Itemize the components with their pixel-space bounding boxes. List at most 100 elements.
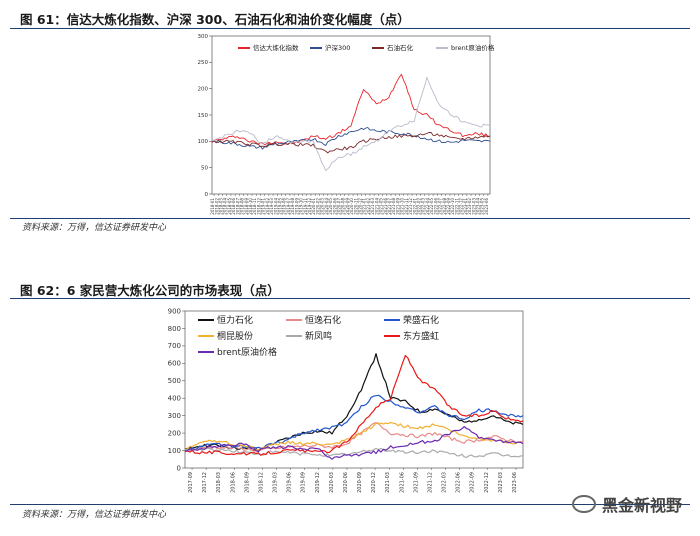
chart1-xtick-label: 2018-05 xyxy=(227,198,232,215)
chart1-ytick-label: 0 xyxy=(205,192,209,198)
figure-62-source: 资料来源：万得，信达证券研发中心 xyxy=(22,510,167,520)
chart1-xtick-label: 2018-08 xyxy=(240,198,245,215)
series-line-沪深300 xyxy=(211,127,491,150)
chart2-xtick-label: 2022-03 xyxy=(442,472,448,493)
chart2-ytick-label: 100 xyxy=(168,447,181,455)
chart2-ytick-label: 800 xyxy=(168,325,181,333)
chart1-xtick-label: 2019-07 xyxy=(286,198,291,215)
chart1-xtick-label: 2021-04 xyxy=(374,198,379,215)
chart1-xtick-label: 2022-10 xyxy=(450,198,455,215)
chart1-ytick-label: 100 xyxy=(198,139,209,145)
series-line-石油石化 xyxy=(211,131,491,154)
chart1-xtick-label: 2019-09 xyxy=(294,198,299,215)
chart1-xtick-label: 2019-04 xyxy=(273,198,278,215)
chart1-xtick-label: 2020-06 xyxy=(332,198,337,215)
chart1-xtick-label: 2023-01 xyxy=(463,198,468,215)
chart2-xtick-label: 2020-03 xyxy=(329,472,335,493)
figure-61-bottom-rule xyxy=(10,218,690,219)
series-line-东方盛虹 xyxy=(184,354,524,456)
chart1-xtick-label: 2022-07 xyxy=(438,198,443,215)
series-line-恒力石化 xyxy=(184,353,524,452)
chart2-xtick-label: 2021-03 xyxy=(385,472,391,493)
legend-label-恒力石化: 恒力石化 xyxy=(217,314,253,326)
chart2-ytick-label: 500 xyxy=(168,377,181,385)
chart1-xtick-label: 2022-09 xyxy=(446,198,451,215)
chart2-ytick-label: 200 xyxy=(168,429,181,437)
chart1-xtick-label: 2018-12 xyxy=(256,198,261,215)
chart2-xtick-label: 2020-12 xyxy=(371,472,377,493)
chart1-xtick-label: 2022-04 xyxy=(425,198,430,215)
chart1-xtick-label: 2019-06 xyxy=(282,198,287,215)
chart2-xtick-label: 2019-06 xyxy=(287,472,293,493)
legend-label-信达大炼化指数: 信达大炼化指数 xyxy=(253,43,299,52)
chart1-xtick-label: 2021-11 xyxy=(404,198,409,215)
chart2-xtick-label: 2020-06 xyxy=(343,472,349,493)
chart1-xtick-label: 2018-06 xyxy=(231,198,236,215)
chart2-xtick-label: 2022-06 xyxy=(456,472,462,493)
chart1-xtick-label: 2023-06 xyxy=(484,198,489,215)
chart1-ytick-label: 50 xyxy=(201,166,208,172)
chart1-xtick-label: 2020-02 xyxy=(315,198,320,215)
watermark-text: 黑金新视野 xyxy=(601,496,682,515)
chart2-xtick-label: 2018-03 xyxy=(216,472,222,493)
chart1-xtick-label: 2018-07 xyxy=(235,198,240,215)
chart1-xtick-label: 2023-03 xyxy=(471,198,476,215)
chart1-xtick-label: 2022-01 xyxy=(412,198,417,215)
chart1-xtick-label: 2023-04 xyxy=(475,198,480,215)
chart1-ytick-label: 300 xyxy=(198,34,209,40)
chart1-xtick-label: 2022-11 xyxy=(454,198,459,215)
chart1-xtick-label: 2021-07 xyxy=(387,198,392,215)
chart1-xtick-label: 2019-05 xyxy=(278,198,283,215)
figure-62-rule xyxy=(10,298,690,299)
chart1-xtick-label: 2021-06 xyxy=(383,198,388,215)
chart1-xtick-label: 2019-12 xyxy=(307,198,312,215)
chart1-xtick-label: 2021-09 xyxy=(395,198,400,215)
chart2-ytick-label: 900 xyxy=(168,307,181,315)
chart2-xtick-label: 2019-03 xyxy=(273,472,279,493)
chart2-xtick-label: 2022-09 xyxy=(470,472,476,493)
chart1-xtick-label: 2021-02 xyxy=(366,198,371,215)
legend-label-石油石化: 石油石化 xyxy=(387,43,414,52)
series-line-brent原油价格 xyxy=(212,76,491,171)
chart1-plot-frame xyxy=(211,35,491,195)
chart2-xtick-label: 2020-09 xyxy=(357,472,363,493)
chart1-xtick-label: 2020-10 xyxy=(349,198,354,215)
legend-label-新凤鸣: 新凤鸣 xyxy=(305,330,332,342)
chart1-xtick-label: 2021-03 xyxy=(370,198,375,215)
chart1-xtick-label: 2019-10 xyxy=(299,198,304,215)
chart1-xtick-label: 2020-01 xyxy=(311,198,316,215)
chart1-xtick-label: 2020-09 xyxy=(345,198,350,215)
chart2-xtick-label: 2021-06 xyxy=(399,472,405,493)
chart1-xtick-label: 2018-01 xyxy=(210,198,215,215)
chart1-ytick-label: 200 xyxy=(198,87,209,93)
chart1-xtick-label: 2022-02 xyxy=(417,198,422,215)
chart1-xtick-label: 2018-04 xyxy=(223,198,228,215)
series-line-荣盛石化 xyxy=(184,394,524,452)
chart1-xtick-label: 2019-11 xyxy=(303,198,308,215)
chart2-xtick-label: 2023-06 xyxy=(512,472,518,493)
legend-label-brent原油价格: brent原油价格 xyxy=(217,346,277,358)
figure-62-title: 图 62：6 家民营大炼化公司的市场表现（点） xyxy=(20,283,280,298)
chart1-xtick-label: 2020-08 xyxy=(341,198,346,215)
chart2-ytick-label: 400 xyxy=(168,395,181,403)
chart2-ytick-label: 300 xyxy=(168,412,181,420)
chart1-xtick-label: 2020-07 xyxy=(336,198,341,215)
chart1-xtick-label: 2021-10 xyxy=(400,198,405,215)
chart1-xtick-label: 2019-03 xyxy=(269,198,274,215)
chart1-xtick-label: 2022-12 xyxy=(459,198,464,215)
chart1-ytick-label: 250 xyxy=(198,60,209,66)
chart2-plot-frame xyxy=(184,310,524,469)
chart1-xtick-label: 2018-10 xyxy=(248,198,253,215)
chart2-xtick-label: 2019-09 xyxy=(301,472,307,493)
chart1-xtick-label: 2022-06 xyxy=(433,198,438,215)
chart1-xtick-label: 2022-08 xyxy=(442,198,447,215)
chart2-xtick-label: 2018-09 xyxy=(244,472,250,493)
chart2-xtick-label: 2017-12 xyxy=(202,472,208,493)
chart2-xtick-label: 2018-06 xyxy=(230,472,236,493)
chart2-xtick-label: 2022-12 xyxy=(484,472,490,493)
chart1-xtick-label: 2020-05 xyxy=(328,198,333,215)
legend-label-桐昆股份: 桐昆股份 xyxy=(217,330,253,342)
chart1-xtick-label: 2020-12 xyxy=(358,198,363,215)
series-line-桐昆股份 xyxy=(184,421,524,451)
